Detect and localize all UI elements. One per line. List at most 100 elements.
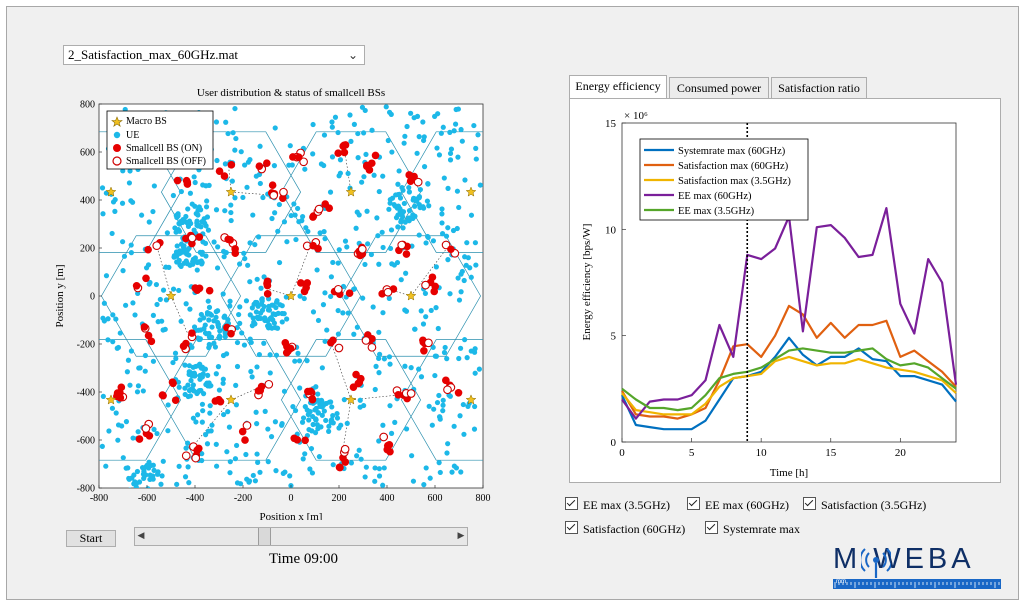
ue-point — [252, 241, 258, 248]
ue-point — [136, 487, 140, 488]
checkbox-sat-35[interactable]: Satisfaction (3.5GHz) — [803, 497, 926, 513]
ue-point — [330, 462, 336, 468]
ue-point — [421, 482, 427, 488]
ue-point — [387, 403, 393, 409]
smallcell-off-point — [299, 157, 308, 167]
checkbox-systemrate[interactable]: Systemrate max — [705, 521, 800, 537]
ue-point — [236, 311, 242, 318]
ue-point — [214, 157, 220, 164]
map-ytick-label: -400 — [77, 388, 95, 399]
ue-point — [426, 203, 432, 209]
ue-point — [150, 473, 156, 479]
ue-point — [225, 409, 231, 415]
ue-point — [206, 182, 212, 188]
ue-point — [177, 250, 183, 257]
checkbox-checked-icon[interactable] — [803, 497, 816, 510]
ue-point — [280, 470, 286, 476]
ue-point — [109, 230, 115, 237]
ue-point — [176, 228, 183, 234]
map-ytick-label: 400 — [80, 196, 95, 207]
checkbox-checked-icon[interactable] — [705, 521, 718, 534]
ue-point — [222, 161, 228, 167]
ue-point — [472, 346, 478, 352]
ue-point — [381, 356, 388, 362]
ue-point — [128, 242, 134, 248]
checkbox-checked-icon[interactable] — [687, 497, 700, 510]
ue-point — [354, 209, 360, 215]
tab-energy-efficiency[interactable]: Energy efficiency — [569, 75, 667, 99]
ee-xlabel: Time [h] — [770, 467, 808, 479]
ue-point — [447, 150, 454, 157]
ue-point — [281, 388, 288, 394]
map-xtick-label: 400 — [380, 493, 395, 504]
ue-point — [197, 336, 203, 342]
ue-point — [458, 271, 464, 277]
slider-thumb[interactable] — [258, 528, 272, 545]
app-window: 2_Satisfaction_max_60GHz.mat ⌄ User dist… — [6, 6, 1019, 600]
ue-point — [243, 298, 250, 304]
map-ytick-label: 200 — [80, 244, 95, 255]
ue-point — [257, 143, 263, 149]
slider-right-arrow-icon[interactable]: ▶ — [457, 531, 465, 541]
map-xtick-label: 0 — [289, 493, 294, 504]
ue-point — [380, 173, 386, 179]
ue-point — [322, 290, 328, 296]
ue-point — [245, 159, 252, 165]
ue-point — [394, 259, 401, 266]
checkbox-sat-60[interactable]: Satisfaction (60GHz) — [565, 521, 685, 537]
ue-point — [295, 205, 301, 212]
ue-point — [315, 317, 322, 324]
ue-point — [213, 314, 219, 320]
ue-point — [438, 130, 444, 136]
ue-point — [330, 420, 336, 426]
ue-point — [247, 240, 253, 246]
ue-point — [287, 473, 293, 479]
ue-point — [250, 472, 256, 479]
ue-point — [404, 123, 410, 130]
ue-point — [110, 199, 117, 205]
ue-point — [336, 173, 342, 179]
ue-point — [335, 260, 341, 266]
ue-point — [214, 463, 220, 469]
ue-point — [271, 320, 278, 326]
checkbox-ee-35[interactable]: EE max (3.5GHz) — [565, 497, 670, 513]
ue-point — [176, 287, 182, 294]
ue-point — [228, 202, 234, 208]
ue-point — [437, 414, 443, 420]
chevron-down-icon[interactable]: ⌄ — [347, 48, 358, 62]
checkbox-checked-icon[interactable] — [565, 521, 578, 534]
ue-point — [351, 331, 357, 337]
ee-ytick-label: 10 — [605, 224, 617, 236]
ue-point — [176, 384, 182, 390]
smallcell-off-point — [141, 424, 151, 433]
slider-left-arrow-icon[interactable]: ◀ — [137, 531, 145, 541]
ue-point — [246, 478, 253, 484]
file-dropdown[interactable]: 2_Satisfaction_max_60GHz.mat ⌄ — [63, 45, 365, 65]
ue-point — [324, 327, 330, 333]
tab-satisfaction-ratio[interactable]: Satisfaction ratio — [771, 77, 867, 99]
ue-point — [170, 286, 177, 292]
ue-point — [424, 198, 431, 204]
ue-point — [312, 407, 318, 413]
checkbox-checked-icon[interactable] — [565, 497, 578, 510]
ue-point — [406, 184, 412, 191]
tab-consumed-power[interactable]: Consumed power — [669, 77, 769, 99]
checkbox-ee-60[interactable]: EE max (60GHz) — [687, 497, 789, 513]
ue-point — [421, 164, 428, 170]
ue-point — [396, 168, 402, 174]
ue-point — [302, 404, 308, 410]
ue-point — [376, 438, 382, 444]
ue-point — [459, 138, 465, 144]
ue-point — [148, 462, 154, 469]
time-slider[interactable]: ◀ ▶ — [134, 527, 468, 546]
ue-point — [427, 475, 433, 481]
ue-point — [199, 451, 205, 457]
ue-point — [268, 434, 275, 440]
ue-point — [183, 251, 190, 257]
ue-point — [187, 393, 194, 399]
ue-point — [335, 129, 341, 136]
ue-point — [336, 425, 342, 431]
ue-point — [380, 422, 386, 428]
ue-point — [106, 428, 112, 434]
start-button[interactable]: Start — [66, 530, 116, 547]
